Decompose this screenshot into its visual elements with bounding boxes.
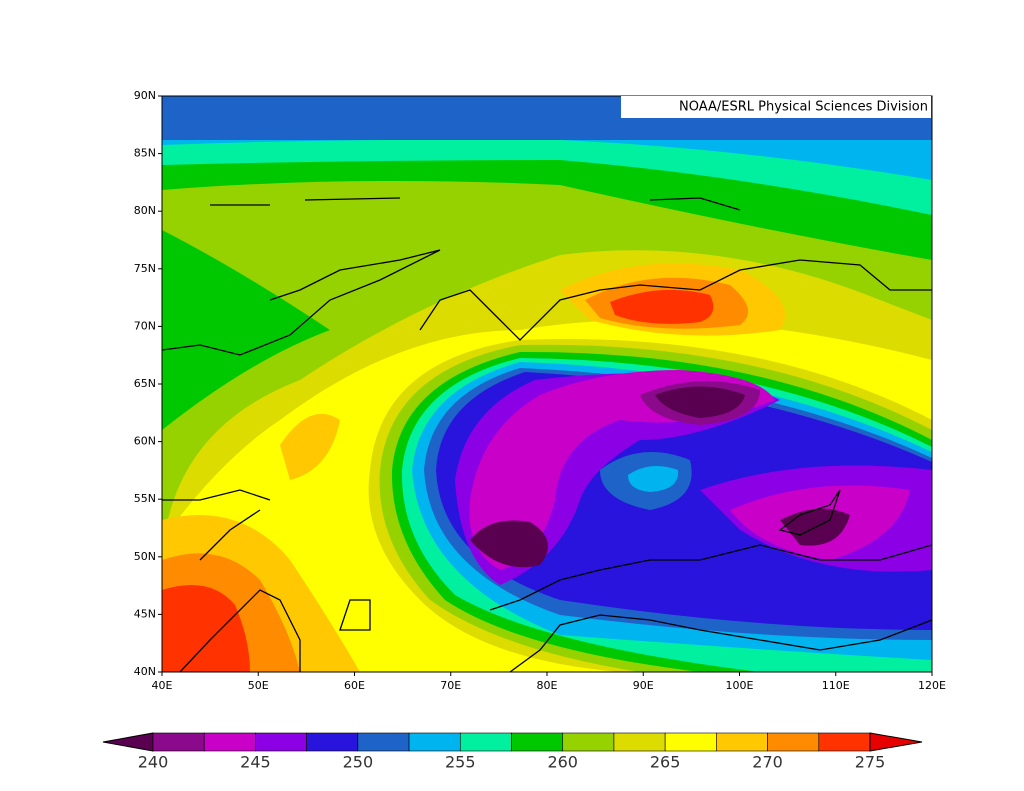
colorbar-above (869, 732, 923, 752)
colorbar-swatch (562, 732, 615, 752)
colorbar-swatch (306, 732, 359, 752)
colorbar-label: 270 (752, 753, 783, 772)
lat-label: 90N (134, 89, 156, 102)
lon-label: 50E (248, 679, 269, 692)
lat-label: 45N (134, 607, 156, 620)
colorbar-swatch (664, 732, 717, 752)
colorbar-swatch (613, 732, 666, 752)
lon-label: 40E (152, 679, 173, 692)
colorbar-swatch (767, 732, 820, 752)
lon-label: 70E (440, 679, 461, 692)
colorbar-swatch (408, 732, 461, 752)
lat-label: 40N (134, 665, 156, 678)
colorbar-swatch (459, 732, 512, 752)
colorbar-label: 275 (855, 753, 886, 772)
lon-label: 120E (918, 679, 946, 692)
colorbar-swatch (255, 732, 307, 752)
lat-label: 55N (134, 492, 156, 505)
lat-label: 80N (134, 204, 156, 217)
credit: NOAA/ESRL Physical Sciences Division (679, 100, 928, 115)
colorbar-swatch (203, 732, 256, 752)
lon-label: 60E (344, 679, 365, 692)
colorbar-swatch (357, 732, 410, 752)
colorbar-below (102, 732, 154, 752)
lat-label: 85N (134, 147, 156, 160)
colorbar-label: 260 (547, 753, 578, 772)
lat-label: 70N (134, 319, 156, 332)
colorbar-label: 240 (138, 753, 169, 772)
colorbar-label: 255 (445, 753, 476, 772)
temperature-field (162, 96, 932, 672)
colorbar-label: 265 (650, 753, 681, 772)
lat-label: 50N (134, 550, 156, 563)
lat-label: 60N (134, 435, 156, 448)
colorbar-swatch (152, 732, 205, 752)
colorbar-label: 245 (240, 753, 271, 772)
coastlines (162, 197, 932, 672)
lat-label: 65N (134, 377, 156, 390)
lon-label: 100E (726, 679, 754, 692)
colorbar-swatch (818, 732, 871, 752)
lon-label: 110E (822, 679, 850, 692)
colorbar-swatch (716, 732, 768, 752)
credit-box (621, 96, 931, 118)
lon-label: 80E (537, 679, 558, 692)
colorbar-label: 250 (343, 753, 374, 772)
lon-label: 90E (633, 679, 654, 692)
lat-label: 75N (134, 262, 156, 275)
colorbar-swatch (511, 732, 564, 752)
